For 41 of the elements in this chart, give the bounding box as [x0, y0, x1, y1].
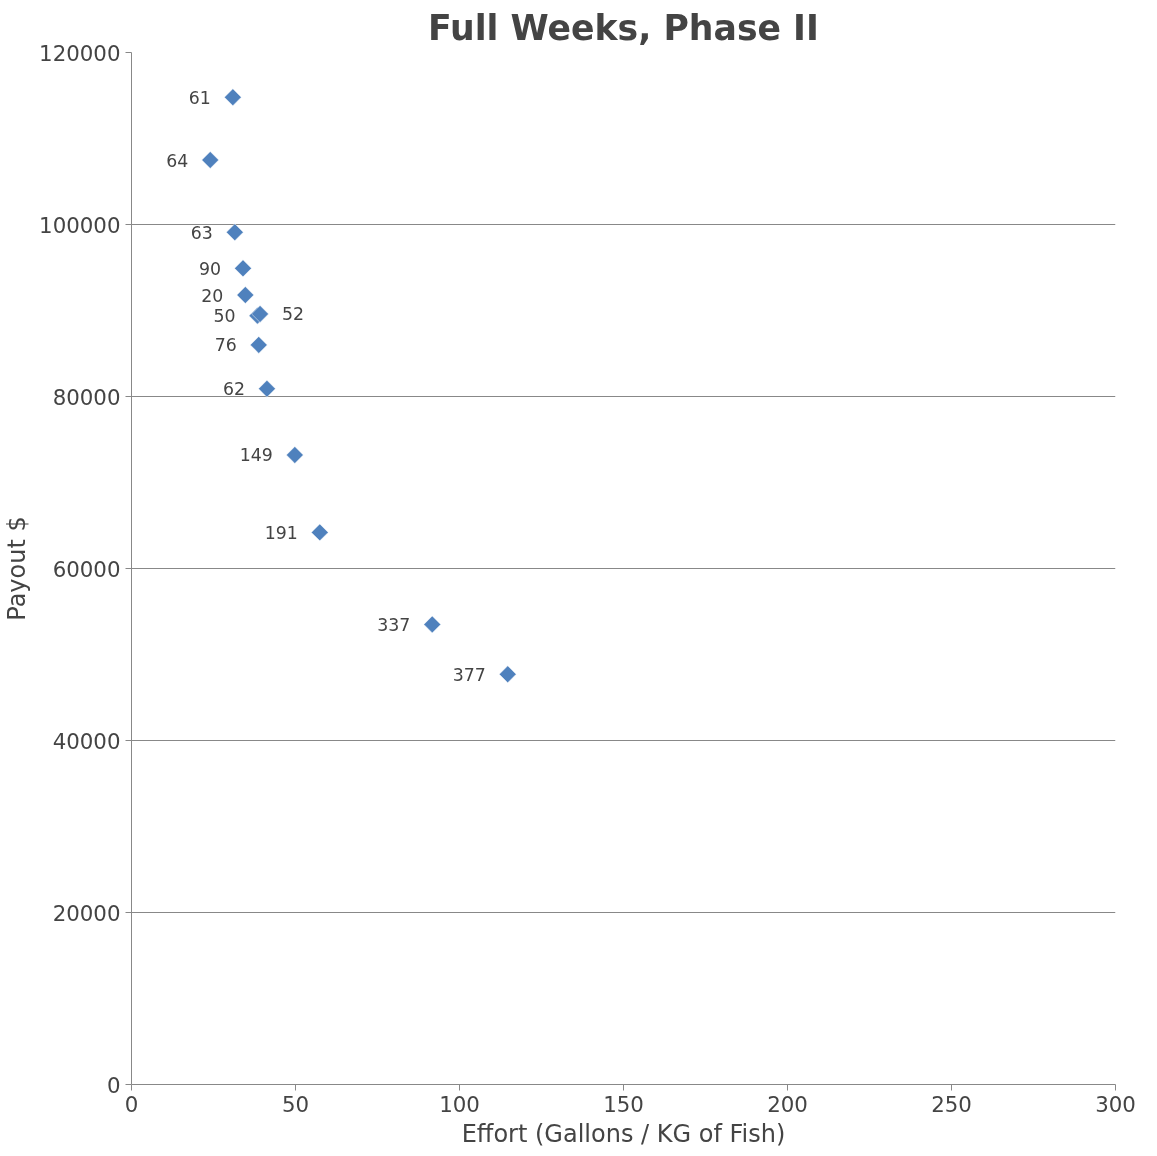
y-tick-label: 80000	[52, 384, 121, 410]
x-axis-title: Effort (Gallons / KG of Fish)	[461, 1119, 786, 1148]
annotation: 149	[239, 445, 273, 466]
x-tick-label: 100	[439, 1091, 480, 1117]
annotation: 377	[452, 664, 486, 685]
x-tick-label: 50	[281, 1091, 310, 1117]
annotation: 64	[166, 150, 189, 171]
point	[286, 446, 304, 464]
annotation: 63	[190, 222, 213, 243]
point	[258, 380, 276, 398]
annotation: 76	[214, 335, 237, 356]
y-tick-label: 20000	[52, 900, 121, 926]
y-tick-label: 0	[106, 1072, 121, 1098]
y-tick-label: 40000	[52, 728, 121, 754]
x-tick-label: 0	[124, 1091, 139, 1117]
annotation: 62	[222, 379, 245, 400]
point	[311, 523, 329, 542]
point	[234, 259, 252, 278]
x-tick-label: 300	[1095, 1091, 1136, 1117]
annotation: 52	[282, 304, 305, 325]
y-tick-label: 60000	[52, 556, 121, 582]
point	[423, 615, 442, 634]
x-tick-label: 250	[931, 1091, 972, 1117]
x-tick-label: 150	[603, 1091, 644, 1117]
annotation: 61	[188, 87, 211, 108]
annotation: 50	[213, 306, 236, 327]
chart-title: Full Weeks, Phase II	[428, 7, 819, 48]
y-tick-label: 120000	[39, 40, 121, 66]
annotation: 20	[201, 285, 224, 306]
x-tick-label: 200	[767, 1091, 808, 1117]
annotation: 90	[198, 258, 222, 279]
point	[226, 223, 244, 241]
point	[250, 336, 268, 354]
point	[224, 88, 242, 106]
annotation: 191	[264, 522, 298, 543]
y-axis-title: Payout $	[3, 516, 32, 621]
point	[236, 286, 255, 304]
y-tick-label: 100000	[39, 212, 121, 238]
point	[201, 151, 219, 169]
point	[498, 665, 517, 684]
annotation: 337	[377, 614, 411, 635]
